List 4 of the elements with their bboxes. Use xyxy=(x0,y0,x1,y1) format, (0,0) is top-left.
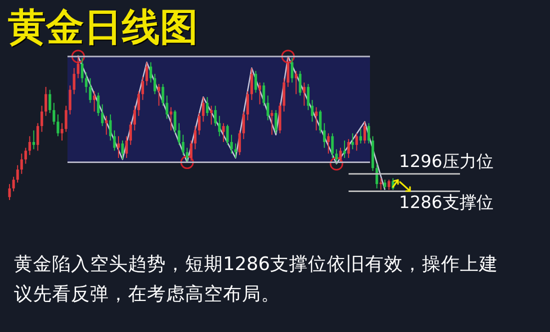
ref-line-label: 1296压力位 xyxy=(399,152,494,172)
ref-line-label: 1286支撑位 xyxy=(399,193,494,214)
text: 黄金陷入空头趋势，短期1286支撑位依旧有效，操作上建议先看反弹，在考虑高空布局。 xyxy=(14,253,500,307)
chart-title: 黄金日线图 xyxy=(8,3,198,51)
